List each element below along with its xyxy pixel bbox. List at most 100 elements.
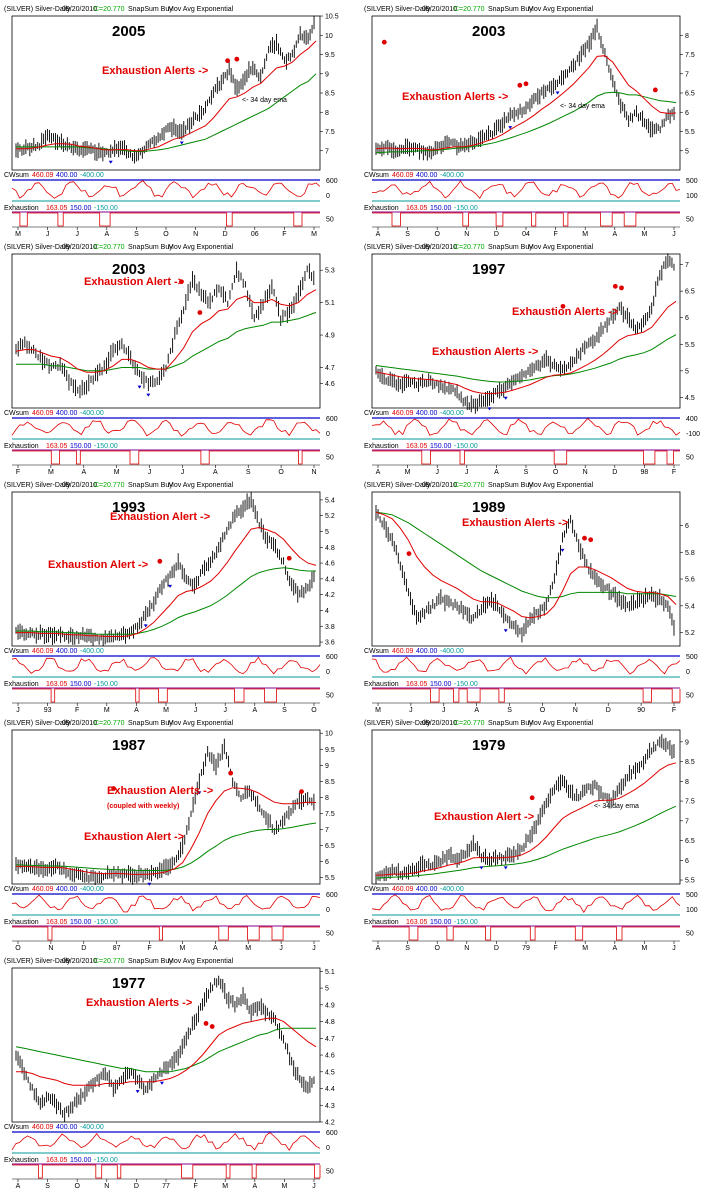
y-tick-label: 3.6 <box>325 640 335 647</box>
cwsum-tick: 500 <box>686 654 698 661</box>
chart-year-title: 1977 <box>112 975 145 992</box>
header-field-3: SnapSum Buy <box>128 958 173 965</box>
exhaustion-alert-label: Exhaustion Alerts -> <box>107 785 213 797</box>
exhaustion-value-3: -150.00 <box>454 681 478 688</box>
x-tick-label: F <box>672 707 676 713</box>
cwsum-value-3: -400.00 <box>80 886 104 893</box>
exhaustion-value-2: 150.00 <box>430 919 452 926</box>
exhaustion-value-1: 163.05 <box>406 443 428 450</box>
x-tick-label: S <box>405 231 410 237</box>
x-tick-label: O <box>74 1183 80 1189</box>
exhaustion-tick: 50 <box>326 455 334 462</box>
header-field-0: (SILVER) Silver-Daily <box>4 720 71 727</box>
x-tick-label: 06 <box>251 231 259 237</box>
ema-slow-line <box>375 91 677 154</box>
exhaustion-line <box>12 1164 321 1179</box>
exhaustion-panel: Exhaustion 163.05 150.00 -150.00 50 <box>4 681 334 704</box>
cwsum-line <box>371 894 681 914</box>
x-tick-label: M <box>405 469 411 475</box>
chart-panel-1979: (SILVER) Silver-Daily 09/20/2010 C=20.770 S… <box>362 716 712 951</box>
buy-marker <box>487 407 492 411</box>
exhaustion-panel: Exhaustion 163.05 150.00 -150.00 50 <box>364 681 694 704</box>
ema-slow-line <box>15 822 317 871</box>
exhaustion-panel: Exhaustion 163.05 150.00 -150.00 50 <box>4 443 334 466</box>
cwsum-tick: 0 <box>326 907 330 914</box>
cwsum-panel: CWsum 460.09 400.00 -400.00 600 0 <box>4 648 338 678</box>
header-field-1: 09/20/2010 <box>422 244 457 251</box>
cwsum-value-1: 460.09 <box>32 648 54 655</box>
exhaustion-alert-label: Exhaustion Alert -> <box>434 811 534 823</box>
header-field-4: Mov Avg Exponential <box>168 720 234 727</box>
alert-marker <box>652 87 658 93</box>
header-field-0: (SILVER) Silver-Daily <box>4 482 71 489</box>
exhaustion-value-3: -150.00 <box>454 205 478 212</box>
cwsum-value-3: -400.00 <box>440 886 464 893</box>
exhaustion-alert-label: Exhaustion Alert -> <box>84 276 184 288</box>
cwsum-tick: 500 <box>686 178 698 185</box>
cwsum-tick: 0 <box>686 669 690 676</box>
y-tick-label: 4.9 <box>325 333 335 340</box>
ema-slow-line <box>16 73 317 152</box>
cwsum-label: CWsum <box>4 410 29 417</box>
x-tick-label: N <box>583 469 588 475</box>
x-tick-label: O <box>434 231 440 237</box>
x-tick-label: A <box>134 707 139 713</box>
x-tick-label: A <box>16 1183 21 1189</box>
cwsum-value-3: -400.00 <box>440 648 464 655</box>
chart-year-title: 1979 <box>472 737 505 754</box>
exhaustion-alert-label: Exhaustion Alerts -> <box>102 65 208 77</box>
exhaustion-value-1: 163.05 <box>46 1157 68 1164</box>
x-tick-label: M <box>114 469 120 475</box>
x-tick-label: J <box>181 469 185 475</box>
y-tick-label: 4.5 <box>325 1069 335 1076</box>
exhaustion-panel: Exhaustion 163.05 150.00 -150.00 50 <box>364 205 694 228</box>
x-tick-label: M <box>281 1183 287 1189</box>
exhaustion-alert-label: Exhaustion Alert -> <box>110 511 210 523</box>
exhaustion-label: Exhaustion <box>364 205 399 212</box>
exhaustion-panel: Exhaustion 163.05 150.00 -150.00 50 <box>4 919 334 942</box>
x-tick-label: J <box>435 469 439 475</box>
y-tick-label: 4.9 <box>325 1002 335 1009</box>
y-tick-label: 5.3 <box>325 268 335 275</box>
x-tick-label: 04 <box>522 231 530 237</box>
exhaustion-label: Exhaustion <box>4 205 39 212</box>
chart-year-title: 2005 <box>112 23 145 40</box>
cwsum-value-2: 400.00 <box>56 410 78 417</box>
cwsum-value-2: 400.00 <box>56 886 78 893</box>
x-tick-label: M <box>180 945 186 951</box>
y-tick-label: 4.4 <box>325 576 335 583</box>
exhaustion-tick: 50 <box>326 693 334 700</box>
x-tick-label: N <box>573 707 578 713</box>
exhaustion-label: Exhaustion <box>364 443 399 450</box>
exhaustion-panel: Exhaustion 163.05 150.00 -150.00 50 <box>364 443 694 466</box>
x-tick-label: 93 <box>44 707 52 713</box>
header-field-0: (SILVER) Silver-Daily <box>364 244 431 251</box>
cwsum-label: CWsum <box>364 410 389 417</box>
cwsum-label: CWsum <box>4 648 29 655</box>
x-tick-label: F <box>16 469 20 475</box>
cwsum-label: CWsum <box>364 886 389 893</box>
x-tick-label: M <box>48 469 54 475</box>
x-tick-label: 90 <box>637 707 645 713</box>
buy-marker <box>147 882 152 886</box>
y-tick-label: 4.2 <box>325 592 335 599</box>
alert-marker <box>234 56 240 62</box>
buy-marker <box>108 160 113 164</box>
cwsum-value-1: 460.09 <box>392 648 414 655</box>
buy-marker <box>503 629 508 633</box>
header-field-2: C=20.770 <box>94 720 125 727</box>
buy-marker <box>146 393 151 397</box>
y-tick-label: 5.8 <box>685 550 695 557</box>
ema-fast-line <box>375 511 677 619</box>
y-tick-label: 9.5 <box>325 52 335 59</box>
header-field-1: 09/20/2010 <box>422 720 457 727</box>
header-field-2: C=20.770 <box>94 482 125 489</box>
alert-marker <box>582 535 587 541</box>
y-tick-label: 5.1 <box>325 300 335 307</box>
